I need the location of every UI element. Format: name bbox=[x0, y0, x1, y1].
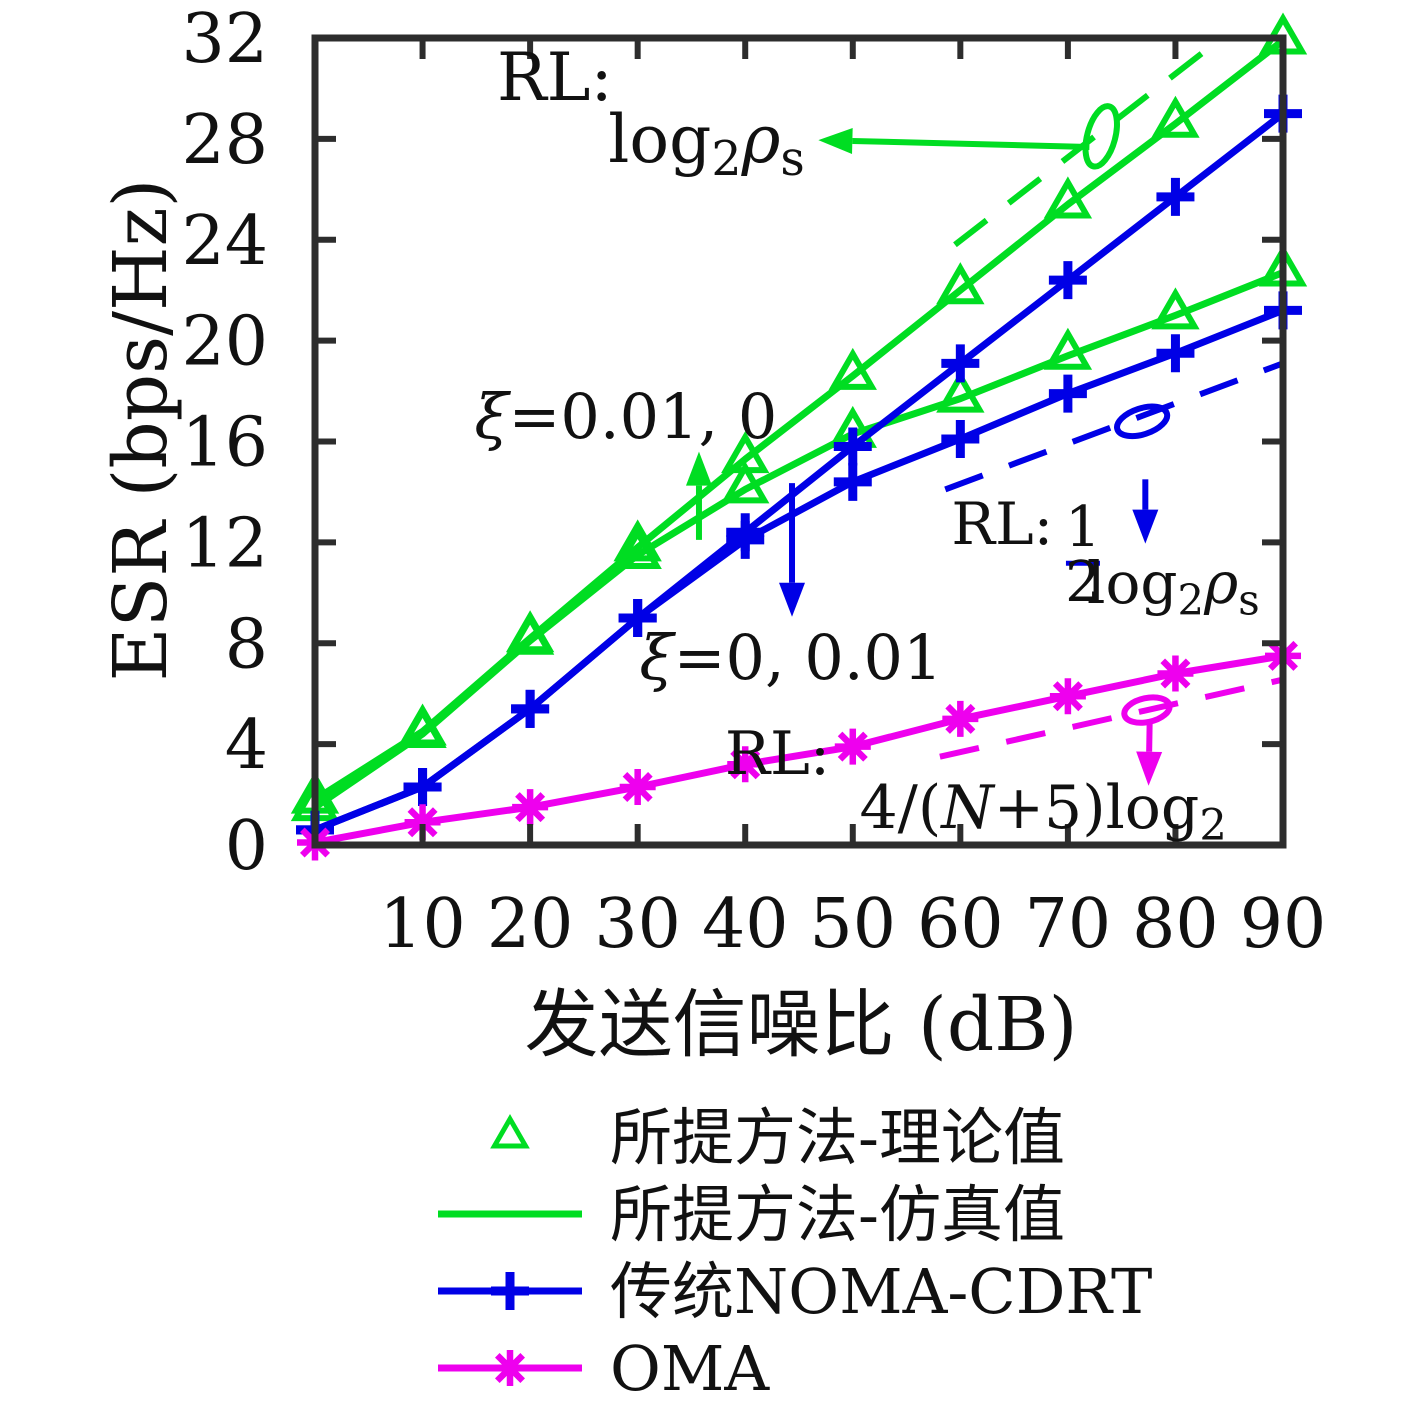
series-noma-cdrt-xi-0-001-plus-marker bbox=[833, 462, 872, 501]
x-tick-label-90: 90 bbox=[1240, 885, 1327, 964]
series-noma-cdrt-xi-0-001-plus-marker bbox=[511, 689, 550, 728]
x-tick-label-60: 60 bbox=[917, 885, 1004, 964]
annotation-blue-xi-label: ξ=0, 0.01 bbox=[639, 621, 942, 694]
x-axis-title: 发送信噪比 (dB) bbox=[524, 982, 1077, 1068]
series-noma-cdrt-xi-0-001-plus-marker bbox=[1156, 334, 1195, 373]
legend-marker-wrap-0 bbox=[490, 1114, 530, 1149]
series-noma-cdrt-xi-001-0-plus-marker bbox=[1048, 261, 1087, 300]
series-oma-asterisk-marker bbox=[727, 746, 764, 783]
series-oma-asterisk-marker bbox=[619, 768, 656, 805]
series-proposed-xi-001-0-triangle-marker bbox=[1151, 95, 1200, 138]
y-axis-title: ESR (bps/Hz) bbox=[98, 179, 184, 682]
series-proposed-xi-001-0-triangle-marker bbox=[1043, 176, 1093, 219]
y-tick-label-4: 4 bbox=[225, 706, 268, 785]
series-noma-cdrt-xi-0-001-plus-marker bbox=[1048, 374, 1087, 413]
series-oma-asterisk-marker bbox=[512, 789, 549, 826]
annotation-blue-callout-arrow-head bbox=[1132, 509, 1159, 544]
x-tick-label-10: 10 bbox=[379, 885, 466, 964]
y-tick-label-28: 28 bbox=[181, 101, 268, 180]
annotation-blue-rl-label: RL: bbox=[951, 490, 1053, 558]
annotation-blue-rl-log2-label: log2ρs bbox=[1087, 549, 1260, 625]
x-tick-label-20: 20 bbox=[487, 885, 574, 964]
series-noma-cdrt-xi-0-001-plus-marker bbox=[618, 599, 657, 638]
annotation-green-callout-arrow-head bbox=[818, 127, 853, 154]
annotation-green-log2-label: log2ρs bbox=[608, 101, 805, 187]
rl-blue-half-log2-dashed-line bbox=[944, 360, 1285, 493]
annotation-green-callout-ellipse bbox=[1082, 103, 1120, 170]
annotation-magenta-formula-label: 4/(N+5)log2 bbox=[859, 773, 1226, 851]
annotation-blue-callout-ellipse bbox=[1114, 403, 1171, 440]
series-oma-asterisk-marker bbox=[1157, 655, 1194, 692]
annotation-green-callout-arrow-shaft bbox=[852, 137, 1090, 150]
legend-entry-3-asterisk-marker bbox=[492, 1350, 528, 1386]
y-tick-label-24: 24 bbox=[181, 202, 268, 281]
y-tick-label-32: 32 bbox=[181, 0, 268, 79]
y-tick-label-12: 12 bbox=[181, 504, 268, 583]
series-proposed-xi-0-001-triangle-marker bbox=[613, 526, 662, 569]
series-noma-cdrt-xi-001-0-plus-marker bbox=[1156, 177, 1195, 216]
annotation-green-xi-arrow-head bbox=[685, 451, 712, 486]
series-oma-asterisk-marker bbox=[1049, 678, 1086, 715]
series-proposed-xi-001-0-triangle-marker bbox=[828, 347, 877, 390]
series-noma-cdrt-xi-0-001-line bbox=[313, 307, 1285, 834]
series-noma-cdrt-xi-001-0-plus-marker bbox=[941, 344, 980, 383]
legend-label-0: 所提方法-理论值 bbox=[610, 1101, 1065, 1174]
annotation-magenta-rl-label: RL: bbox=[725, 719, 830, 789]
series-proposed-xi-0-001-triangle-marker bbox=[936, 370, 985, 413]
series-proposed-xi-0-001-triangle-marker bbox=[1151, 287, 1200, 330]
series-proposed-xi-0-001-triangle-marker bbox=[721, 461, 770, 504]
series-oma-asterisk-marker bbox=[404, 804, 441, 841]
legend-marker-wrap-2 bbox=[491, 1272, 529, 1310]
y-tick-label-20: 20 bbox=[181, 303, 268, 382]
series-noma-cdrt-xi-0-001-plus-marker bbox=[941, 419, 980, 458]
legend-label-3: OMA bbox=[610, 1332, 770, 1405]
annotation-green-xi-label: ξ=0.01, 0 bbox=[474, 380, 777, 453]
annotation-blue-xi-arrow-head bbox=[779, 582, 806, 617]
y-tick-label-0: 0 bbox=[225, 807, 268, 886]
series-oma-asterisk-marker bbox=[942, 700, 979, 737]
legend-entry-0-triangle-marker bbox=[490, 1114, 530, 1149]
x-tick-label-40: 40 bbox=[702, 885, 789, 964]
legend-marker-wrap-3 bbox=[492, 1350, 528, 1386]
series-proposed-xi-001-0-triangle-marker bbox=[936, 262, 985, 305]
annotation-blue-rl-fraction-denominator: 2 bbox=[1065, 550, 1101, 615]
series-noma-cdrt-xi-001-0-plus-marker bbox=[833, 427, 872, 466]
series-noma-cdrt-xi-0-001-plus-marker bbox=[403, 767, 442, 806]
series-oma-asterisk-marker bbox=[834, 728, 871, 765]
annotation-green-rl-label: RL: bbox=[497, 39, 613, 116]
x-tick-label-80: 80 bbox=[1132, 885, 1219, 964]
series-proposed-xi-0-001-triangle-marker bbox=[1043, 327, 1093, 370]
series-oma-line bbox=[314, 652, 1284, 846]
rl-magenta-oma-dashed-line bbox=[939, 676, 1283, 760]
x-tick-label-30: 30 bbox=[594, 885, 681, 964]
y-tick-label-8: 8 bbox=[225, 605, 268, 684]
legend-entry-2-plus-marker bbox=[491, 1272, 529, 1310]
x-tick-label-50: 50 bbox=[810, 885, 897, 964]
series-proposed-xi-0-001-triangle-marker bbox=[505, 612, 555, 655]
x-tick-label-70: 70 bbox=[1025, 885, 1112, 964]
series-noma-cdrt-xi-0-001-plus-marker bbox=[726, 520, 765, 559]
y-tick-label-16: 16 bbox=[181, 404, 268, 483]
series-proposed-xi-0-001-line bbox=[313, 269, 1285, 811]
legend-label-2: 传统NOMA-CDRT bbox=[610, 1255, 1152, 1328]
axes-layer: 10 20 30 40 50 60 70 80 90 0 4 8 12 16 20 24 28 32 bbox=[181, 0, 1326, 964]
annotation-magenta-callout-ellipse bbox=[1121, 694, 1173, 726]
annotation-magenta-callout-arrow-head bbox=[1136, 751, 1163, 786]
legend-label-1: 所提方法-仿真值 bbox=[610, 1178, 1065, 1251]
annotation-blue-rl-fraction-numerator: 1 bbox=[1065, 495, 1101, 560]
series-proposed-xi-0-001-triangle-marker bbox=[398, 706, 447, 749]
